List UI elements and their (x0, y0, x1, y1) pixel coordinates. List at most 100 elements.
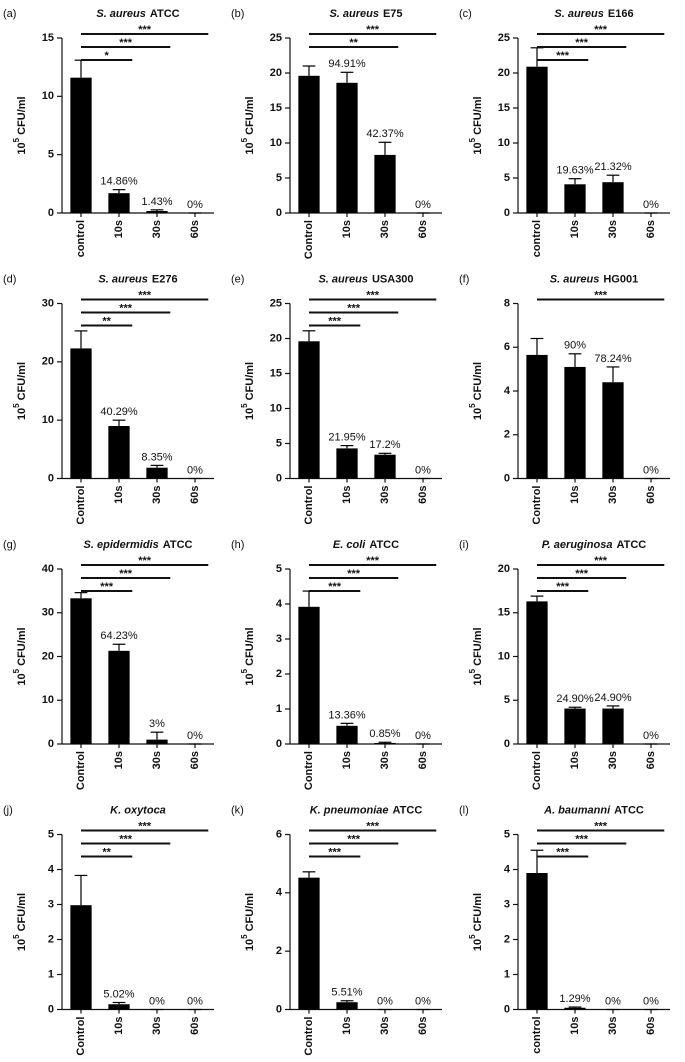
x-tick-label: Control (303, 486, 315, 525)
y-label-exponent: 5 (240, 668, 249, 673)
percent-label: 0% (187, 995, 203, 1007)
percent-label: 0% (377, 995, 393, 1007)
y-label-unit: CFU/ml (244, 627, 256, 666)
bar (298, 341, 320, 479)
y-tick-label: 0 (48, 472, 54, 484)
x-tick-label: 10s (569, 1017, 581, 1035)
y-tick-label: 25 (270, 297, 282, 309)
bar (526, 601, 548, 744)
panel: (c) S. aureus E166105CFU/ml0510152025contr… (459, 8, 670, 257)
y-label-exponent: 5 (12, 668, 21, 673)
percent-label: 1.29% (559, 993, 590, 1005)
y-axis-label: 105 CFU/ml (240, 627, 256, 685)
title-species: S. aureus (96, 8, 146, 20)
significance-label: *** (328, 315, 342, 327)
y-tick-label: 20 (42, 650, 54, 662)
x-tick-label: 30s (379, 751, 391, 769)
significance-label: ** (102, 315, 111, 327)
y-axis-label: 105 CFU/ml (12, 627, 28, 685)
title-species: P. aeruginosa (542, 539, 613, 551)
x-tick-label: Control (75, 486, 87, 525)
y-label-unit: CFU/ml (16, 893, 28, 932)
panel-title: S. aureus E166 (554, 8, 633, 20)
panel-title: S. aureus USA300 (318, 273, 413, 285)
y-label-unit: CFU/ml (16, 627, 28, 666)
significance-label: *** (366, 820, 380, 832)
y-label-exponent: 5 (240, 934, 249, 939)
significance-label: * (105, 50, 110, 62)
bar (374, 742, 396, 744)
y-label-unit: CFU/ml (244, 893, 256, 932)
title-strain: ATCC (163, 539, 193, 551)
significance-label: *** (575, 833, 589, 845)
x-tick-label: 30s (379, 486, 391, 504)
y-label-unit: CFU/ml (472, 362, 484, 401)
y-tick-label: 4 (504, 863, 511, 875)
percent-label: 19.63% (556, 165, 594, 177)
y-tick-label: 0 (504, 472, 510, 484)
y-tick-label: 0 (276, 738, 282, 750)
y-label-exponent: 5 (12, 403, 21, 408)
y-label-exponent: 5 (468, 137, 477, 142)
y-label-base: 10 (244, 939, 256, 951)
y-tick-label: 5 (276, 563, 282, 575)
y-tick-label: 30 (42, 297, 54, 309)
title-species: S. epidermidis (84, 539, 159, 551)
x-tick-label: 30s (607, 751, 619, 769)
significance-label: *** (347, 833, 361, 845)
panel-title: S. aureus ATCC (96, 8, 179, 20)
x-tick-label: Control (303, 1017, 315, 1056)
y-tick-label: 10 (42, 694, 54, 706)
x-tick-label: 60s (645, 751, 657, 769)
bar (298, 75, 320, 213)
panel-title: S. aureus E75 (329, 8, 402, 20)
panel-label: (e) (231, 273, 244, 285)
y-tick-label: 15 (270, 102, 282, 114)
x-tick-label: 30s (151, 751, 163, 769)
percent-label: 5.51% (331, 987, 362, 999)
y-tick-label: 3 (48, 898, 54, 910)
y-axis-label: 105 CFU/ml (468, 627, 484, 685)
y-tick-label: 5 (276, 437, 282, 449)
y-axis-label: 105 CFU/ml (468, 96, 484, 154)
y-label-base: 10 (16, 939, 28, 951)
y-tick-label: 8 (504, 297, 510, 309)
panel: (f) S. aureus HG001 105 CFU/ml 0 2 4 6 8 Control 10… (459, 273, 670, 525)
y-tick-label: 3 (276, 633, 282, 645)
bar (336, 725, 358, 744)
x-tick-label: Control (531, 486, 543, 525)
significance-label: ** (349, 37, 358, 49)
x-tick-label: 30s (607, 486, 619, 504)
x-tick-label: 60s (417, 486, 429, 504)
x-tick-label: 10s (113, 486, 125, 504)
y-tick-label: 5 (504, 828, 510, 840)
panel-label: (f) (459, 273, 469, 285)
panel-title: S. aureus HG001 (550, 273, 638, 285)
bar (374, 454, 396, 479)
significance-label: *** (138, 24, 152, 36)
significance-label: *** (138, 289, 152, 301)
percent-label: 14.86% (100, 176, 138, 188)
title-strain: ATCC (616, 539, 646, 551)
y-tick-label: 0 (48, 1003, 54, 1015)
x-tick-label: control (75, 220, 87, 257)
y-tick-label: 5 (276, 172, 282, 184)
percent-label: 5.02% (103, 988, 134, 1000)
panel-label: (b) (231, 8, 244, 20)
significance-label: *** (594, 555, 608, 567)
significance-label: *** (347, 568, 361, 580)
y-tick-label: 20 (270, 332, 282, 344)
title-strain: ATCC (614, 804, 644, 816)
y-tick-label: 1 (504, 968, 510, 980)
x-tick-label: 30s (607, 1017, 619, 1035)
y-label-unit: CFU/ml (472, 893, 484, 932)
y-tick-label: 25 (270, 32, 282, 44)
x-tick-label: 10s (341, 751, 353, 769)
y-label-base: 10 (16, 408, 28, 420)
panel: (i) P. aeruginosa ATCC105CFU/ml05101520Con… (459, 539, 670, 790)
y-tick-label: 3 (504, 898, 510, 910)
y-tick-label: 40 (42, 563, 54, 575)
bar (336, 1002, 358, 1010)
